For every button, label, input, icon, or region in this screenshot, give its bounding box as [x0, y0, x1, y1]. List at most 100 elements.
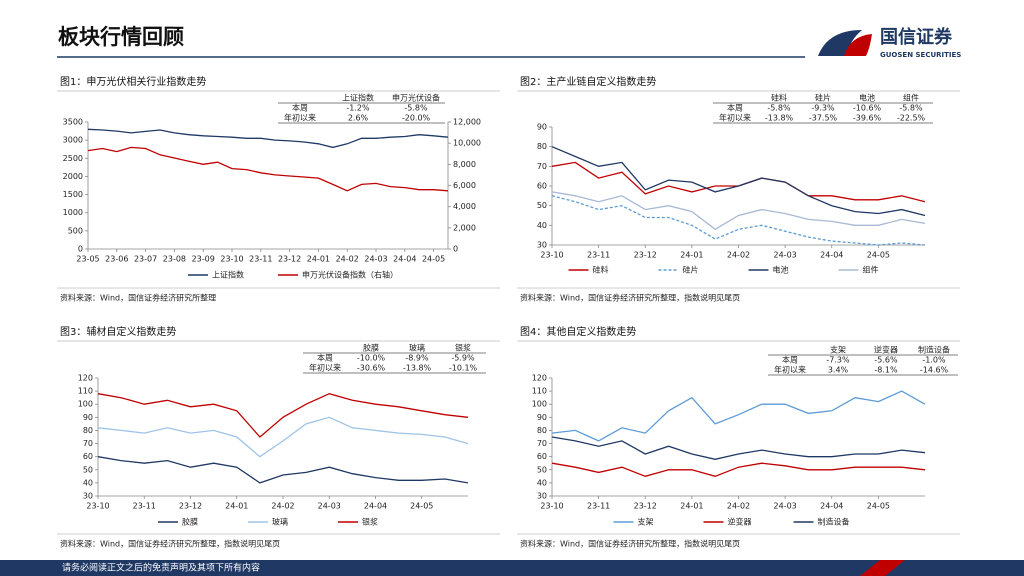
series-line	[97, 456, 469, 484]
table-cell: -10.1%	[449, 364, 478, 373]
table-row-label: 本周	[727, 103, 743, 113]
y-tick-label: 30	[537, 492, 547, 501]
y-tick-label: 90	[537, 123, 547, 132]
y-tick-label: 80	[537, 142, 547, 151]
table-cell: -5.6%	[874, 356, 898, 365]
logo-name: 国信证券	[880, 26, 953, 48]
x-tick-label: 24-02	[727, 502, 750, 511]
legend-label: 组件	[863, 265, 879, 275]
footer-bar	[0, 560, 1024, 576]
y-tick-label: 0	[78, 245, 83, 254]
y-tick-label: 80	[83, 426, 93, 435]
table-header: 硅片	[815, 93, 831, 103]
x-tick-label: 24-01	[225, 502, 248, 511]
series-line	[551, 462, 926, 477]
logo-sub: GUOSEN SECURITIES	[880, 51, 961, 59]
x-tick-label: 23-12	[278, 255, 301, 264]
x-tick-label: 23-12	[634, 502, 657, 511]
table-cell: -5.9%	[451, 354, 475, 363]
legend-label: 支架	[638, 517, 654, 527]
y-tick-label: 50	[83, 465, 93, 474]
x-tick-label: 23-11	[133, 502, 156, 511]
x-tick-label: 24-02	[271, 502, 294, 511]
y2-tick-label: 6,000	[453, 181, 476, 190]
table-cell: -8.9%	[405, 354, 429, 363]
table-cell: -37.5%	[809, 114, 838, 123]
logo-red	[844, 34, 872, 56]
table-header: 玻璃	[409, 343, 425, 353]
table-cell: -20.0%	[402, 114, 431, 123]
x-tick-label: 24-04	[364, 502, 387, 511]
y-tick-label: 2500	[63, 154, 83, 163]
table-cell: -5.8%	[767, 104, 791, 113]
table-row-label: 本周	[782, 355, 798, 365]
y-tick-label: 100	[78, 400, 93, 409]
series-line	[87, 146, 449, 192]
x-tick-label: 23-10	[540, 251, 563, 260]
table-cell: -7.3%	[826, 356, 850, 365]
legend-label: 胶膜	[182, 517, 198, 527]
table-cell: -14.6%	[920, 366, 949, 375]
footer-text: 请务必阅读正文之后的免责声明及其项下所有内容	[62, 562, 260, 574]
table-cell: 3.4%	[828, 366, 849, 375]
x-tick-label: 23-10	[540, 502, 563, 511]
y-tick-label: 50	[537, 201, 547, 210]
table-cell: -1.0%	[922, 356, 946, 365]
y-tick-label: 70	[537, 162, 547, 171]
x-tick-label: 24-04	[820, 502, 843, 511]
y-tick-label: 90	[537, 413, 547, 422]
x-tick-label: 23-11	[587, 251, 610, 260]
legend-label: 逆变器	[728, 517, 752, 527]
table-cell: -10.6%	[853, 104, 882, 113]
table-header: 硅料	[771, 93, 787, 103]
y-tick-label: 120	[78, 374, 93, 383]
table-row-label: 本周	[317, 353, 333, 363]
legend-label: 上证指数	[212, 270, 244, 280]
table-cell: -39.6%	[853, 114, 882, 123]
source-note: 资料来源：Wind，国信证券经济研究所整理，指数说明见尾页	[520, 293, 740, 303]
y-tick-label: 120	[532, 374, 547, 383]
series-line	[551, 146, 926, 217]
table-header: 申万光伏设备	[392, 93, 440, 103]
x-tick-label: 23-08	[163, 255, 186, 264]
y-tick-label: 1500	[63, 190, 83, 199]
x-tick-label: 23-09	[192, 255, 215, 264]
y2-tick-label: 2,000	[453, 223, 476, 232]
y-tick-label: 60	[83, 452, 93, 461]
x-tick-label: 24-04	[820, 251, 843, 260]
table-row-label: 本周	[292, 103, 308, 113]
series-line	[551, 195, 926, 246]
table-cell: -10.0%	[357, 354, 386, 363]
y-tick-label: 60	[537, 452, 547, 461]
x-tick-label: 24-03	[364, 255, 387, 264]
x-tick-label: 24-03	[318, 502, 341, 511]
table-header: 逆变器	[874, 345, 898, 355]
source-note: 资料来源：Wind，国信证券经济研究所整理，指数说明见尾页	[520, 539, 740, 549]
legend-label: 申万光伏设备指数（右轴）	[302, 270, 398, 280]
table-cell: -30.6%	[357, 364, 386, 373]
table-header: 上证指数	[342, 93, 374, 103]
x-tick-label: 24-01	[680, 251, 703, 260]
y-tick-label: 70	[537, 439, 547, 448]
x-tick-label: 24-02	[727, 251, 750, 260]
x-tick-label: 23-10	[220, 255, 243, 264]
table-cell: 2.6%	[348, 114, 369, 123]
legend-label: 硅料	[593, 265, 609, 275]
y2-tick-label: 0	[453, 245, 458, 254]
y2-tick-label: 10,000	[453, 139, 481, 148]
x-tick-label: 24-05	[867, 502, 890, 511]
table-row-label: 年初以来	[309, 363, 341, 373]
table-cell: -22.5%	[897, 114, 926, 123]
y2-tick-label: 8,000	[453, 160, 476, 169]
legend-label: 电池	[773, 265, 789, 275]
table-cell: -1.2%	[346, 104, 370, 113]
x-tick-label: 24-03	[774, 502, 797, 511]
x-tick-label: 24-02	[336, 255, 359, 264]
y-tick-label: 80	[537, 426, 547, 435]
table-header: 电池	[859, 93, 875, 103]
series-line	[551, 436, 926, 460]
source-note: 资料来源：Wind，国信证券经济研究所整理	[60, 293, 216, 303]
y-tick-label: 110	[78, 387, 93, 396]
legend-label: 制造设备	[818, 517, 850, 527]
